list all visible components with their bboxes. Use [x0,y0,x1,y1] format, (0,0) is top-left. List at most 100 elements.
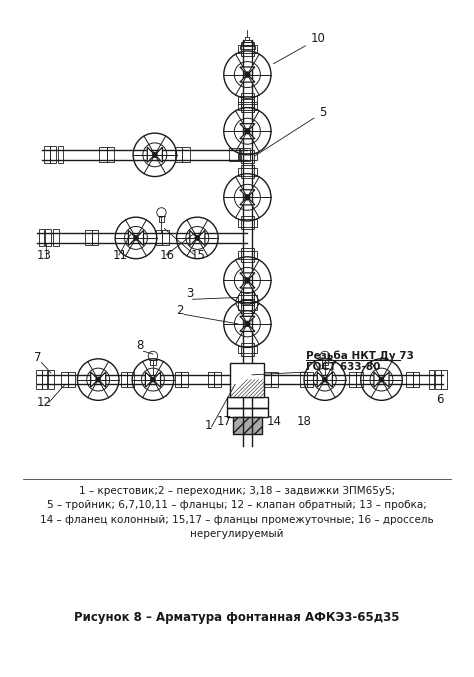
Circle shape [134,236,138,240]
Bar [238,251,257,259]
Bar [85,230,91,246]
Text: 15: 15 [191,248,206,262]
Bar [238,153,257,160]
Bar [242,43,253,45]
Circle shape [245,194,250,200]
Bar [238,294,257,302]
Polygon shape [197,230,205,246]
Bar [45,146,50,163]
Polygon shape [155,148,163,162]
Polygon shape [91,372,98,387]
Bar [307,372,313,387]
Bar [227,408,268,417]
Bar [238,96,257,104]
Bar [240,46,255,49]
Text: 13: 13 [37,248,52,262]
Bar [61,372,68,387]
Polygon shape [240,197,255,205]
Text: 2: 2 [176,305,184,318]
Polygon shape [240,124,255,131]
Text: нерегулируемый: нерегулируемый [190,529,284,539]
Bar [349,372,356,387]
Bar [241,216,254,230]
Circle shape [150,377,155,382]
Circle shape [245,72,250,77]
Bar [36,370,42,389]
Bar [239,148,250,161]
Polygon shape [98,372,106,387]
Bar [264,372,271,387]
Bar [42,370,47,389]
Polygon shape [374,372,382,387]
Bar [159,216,164,222]
Bar [208,372,214,387]
Bar [241,292,254,305]
Text: 7: 7 [34,351,41,364]
Bar [233,417,262,435]
Bar [182,148,190,162]
Text: 12: 12 [37,396,52,409]
Bar [48,370,54,389]
Bar [230,363,264,397]
Bar [238,302,257,309]
Polygon shape [240,316,255,324]
Polygon shape [240,190,255,197]
Bar [241,150,254,163]
Circle shape [195,236,200,240]
Bar [238,45,257,53]
Bar [238,345,257,353]
Text: 1: 1 [205,418,212,432]
Bar [228,148,240,161]
Text: 6: 6 [436,393,444,406]
Text: ГОСТ 633-80: ГОСТ 633-80 [306,362,380,372]
Text: 8: 8 [136,339,143,352]
Text: 14: 14 [266,415,281,428]
Text: 14 – фланец колонный; 15,17 – фланцы промежуточные; 16 – дроссель: 14 – фланец колонный; 15,17 – фланцы про… [40,515,434,525]
Circle shape [245,321,250,327]
Text: 11: 11 [112,248,128,262]
Bar [150,359,156,366]
Bar [241,43,254,56]
Bar [121,372,128,387]
Bar [300,372,307,387]
Circle shape [96,377,100,382]
Bar [175,148,182,162]
Bar [271,372,278,387]
Polygon shape [325,372,332,387]
Bar [241,99,254,112]
Polygon shape [136,230,144,246]
Bar [39,230,45,246]
Bar [435,370,441,389]
Bar [46,230,51,246]
Text: 5: 5 [255,106,327,156]
Text: 3: 3 [186,288,193,301]
Text: Рисунок 8 – Арматура фонтанная АФКЭ3-65д35: Рисунок 8 – Арматура фонтанная АФКЭ3-65д… [74,611,400,624]
Text: 1 – крестовик;2 – переходник; 3,18 – задвижки ЗПМ65у5;: 1 – крестовик;2 – переходник; 3,18 – зад… [79,486,395,496]
Bar [241,299,254,313]
Bar [214,372,221,387]
Polygon shape [382,372,389,387]
Bar [57,146,63,163]
Circle shape [379,377,384,382]
Bar [91,230,98,246]
Bar [406,372,413,387]
Text: 18: 18 [297,415,311,428]
Bar [227,397,268,408]
Polygon shape [240,74,255,82]
Bar [181,372,188,387]
Polygon shape [146,372,153,387]
Polygon shape [128,230,136,246]
Text: 5 – тройник; 6,7,10,11 – фланцы; 12 – клапан обратный; 13 – пробка;: 5 – тройник; 6,7,10,11 – фланцы; 12 – кл… [47,500,427,510]
Text: Резьба НКТ Ду 73: Резьба НКТ Ду 73 [306,350,414,361]
Text: 17: 17 [217,415,232,428]
Polygon shape [240,273,255,280]
Bar [53,230,58,246]
Bar [241,343,254,356]
Bar [238,102,257,110]
Polygon shape [240,67,255,74]
Text: 16: 16 [160,248,174,262]
Bar [413,372,419,387]
Polygon shape [240,324,255,332]
Bar [441,370,447,389]
Circle shape [245,129,250,134]
